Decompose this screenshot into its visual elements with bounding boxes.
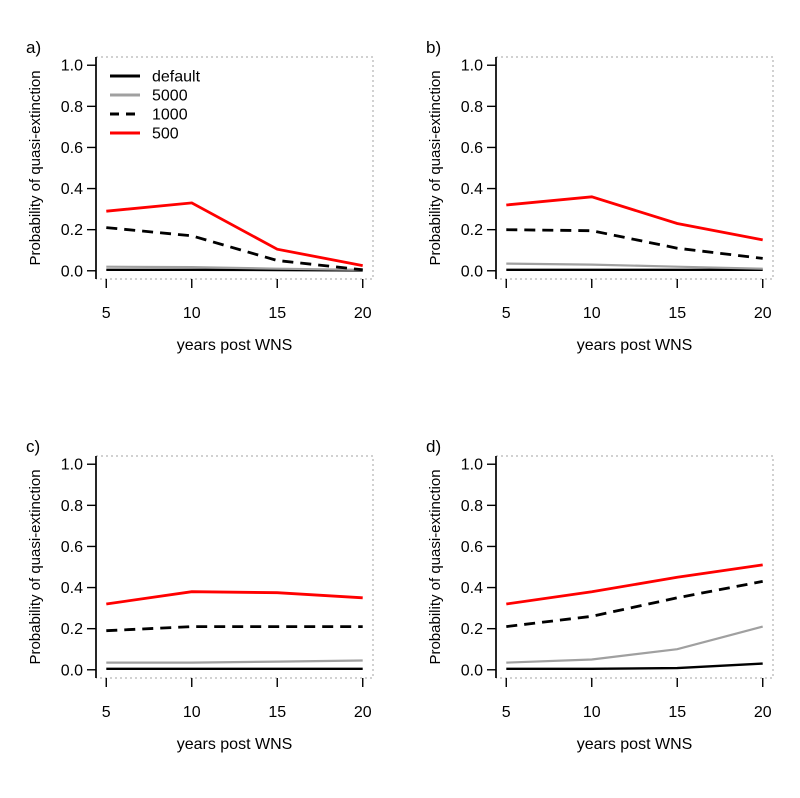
y-axis-title: Probability of quasi-extinction bbox=[27, 469, 44, 664]
x-axis-title: years post WNS bbox=[577, 736, 693, 753]
series-line-1000 bbox=[106, 625, 363, 633]
legend-label-5000: 5000 bbox=[152, 88, 188, 105]
chart-panel-a: 0.0 0.2 0.4 0.6 0.8 1.0 5 10 15 20 years post WNS P… bbox=[26, 38, 374, 354]
y-tick-label: 1.0 bbox=[461, 58, 483, 75]
y-tick-label: 1.0 bbox=[61, 58, 83, 75]
x-tick-label: 5 bbox=[102, 305, 111, 322]
y-tick-label: 0.4 bbox=[61, 181, 83, 198]
series-line-5000 bbox=[506, 262, 763, 270]
y-axis-title: Probability of quasi-extinction bbox=[427, 469, 444, 664]
legend-label-1000: 1000 bbox=[152, 107, 188, 124]
chart-panel-d: 0.0 0.2 0.4 0.6 0.8 1.0 5 10 15 20 years post WNS P… bbox=[426, 437, 774, 753]
y-tick-label: 0.0 bbox=[461, 263, 483, 280]
y-tick-label: 0.6 bbox=[61, 140, 83, 157]
x-tick-label: 15 bbox=[268, 704, 286, 721]
panel-label: b) bbox=[426, 38, 441, 57]
y-tick-label: 0.4 bbox=[461, 580, 483, 597]
y-tick-label: 0.8 bbox=[61, 99, 83, 116]
y-tick-label: 0.6 bbox=[461, 539, 483, 556]
series-line-1000 bbox=[506, 580, 763, 628]
x-axis-title: years post WNS bbox=[177, 337, 293, 354]
plot-box bbox=[96, 455, 374, 679]
x-tick-label: 10 bbox=[183, 305, 201, 322]
x-tick-label: 20 bbox=[754, 305, 772, 322]
y-axis-title: Probability of quasi-extinction bbox=[27, 70, 44, 265]
series-line-1000 bbox=[506, 228, 763, 260]
y-tick-label: 0.0 bbox=[61, 263, 83, 280]
y-tick-label: 0.8 bbox=[461, 498, 483, 515]
series-line-5000 bbox=[106, 265, 363, 271]
y-tick-label: 0.2 bbox=[61, 621, 83, 638]
plot-box bbox=[96, 56, 374, 280]
x-axis-title: years post WNS bbox=[577, 337, 693, 354]
series-line-500 bbox=[106, 590, 363, 606]
chart-panel-b: 0.0 0.2 0.4 0.6 0.8 1.0 5 10 15 20 years post WNS P… bbox=[426, 38, 774, 354]
x-tick-label: 10 bbox=[583, 305, 601, 322]
y-tick-label: 0.4 bbox=[61, 580, 83, 597]
x-tick-label: 10 bbox=[583, 704, 601, 721]
legend: default 5000 1000 500 bbox=[110, 69, 201, 143]
x-tick-label: 20 bbox=[754, 704, 772, 721]
x-tick-label: 5 bbox=[502, 305, 511, 322]
y-axis-title: Probability of quasi-extinction bbox=[427, 70, 444, 265]
y-tick-label: 0.6 bbox=[61, 539, 83, 556]
series-line-500 bbox=[506, 563, 763, 606]
x-tick-label: 20 bbox=[354, 305, 372, 322]
plot-box bbox=[496, 56, 774, 280]
series-line-1000 bbox=[106, 226, 363, 272]
panel-label: a) bbox=[26, 38, 41, 57]
panel-label: d) bbox=[426, 437, 441, 456]
series-line-default bbox=[506, 662, 763, 670]
legend-label-default: default bbox=[152, 69, 201, 86]
x-tick-label: 5 bbox=[102, 704, 111, 721]
y-tick-label: 1.0 bbox=[461, 457, 483, 474]
x-axis-title: years post WNS bbox=[177, 736, 293, 753]
series-line-500 bbox=[106, 201, 363, 267]
x-tick-label: 15 bbox=[668, 305, 686, 322]
y-tick-label: 0.8 bbox=[61, 498, 83, 515]
x-tick-label: 10 bbox=[183, 704, 201, 721]
y-tick-label: 0.8 bbox=[461, 99, 483, 116]
y-tick-label: 0.0 bbox=[61, 662, 83, 679]
y-tick-label: 0.6 bbox=[461, 140, 483, 157]
y-tick-label: 0.4 bbox=[461, 181, 483, 198]
series-line-5000 bbox=[106, 659, 363, 664]
series-line-500 bbox=[506, 195, 763, 242]
legend-label-500: 500 bbox=[152, 126, 179, 143]
plot-box bbox=[496, 455, 774, 679]
y-tick-label: 0.2 bbox=[461, 222, 483, 239]
series-line-5000 bbox=[506, 625, 763, 664]
x-tick-label: 20 bbox=[354, 704, 372, 721]
x-tick-label: 15 bbox=[268, 305, 286, 322]
chart-panel-c: 0.0 0.2 0.4 0.6 0.8 1.0 5 10 15 20 years post WNS P… bbox=[26, 437, 374, 753]
y-tick-label: 1.0 bbox=[61, 457, 83, 474]
y-tick-label: 0.0 bbox=[461, 662, 483, 679]
x-tick-label: 15 bbox=[668, 704, 686, 721]
x-tick-label: 5 bbox=[502, 704, 511, 721]
y-tick-label: 0.2 bbox=[461, 621, 483, 638]
y-tick-label: 0.2 bbox=[61, 222, 83, 239]
panel-label: c) bbox=[26, 437, 40, 456]
